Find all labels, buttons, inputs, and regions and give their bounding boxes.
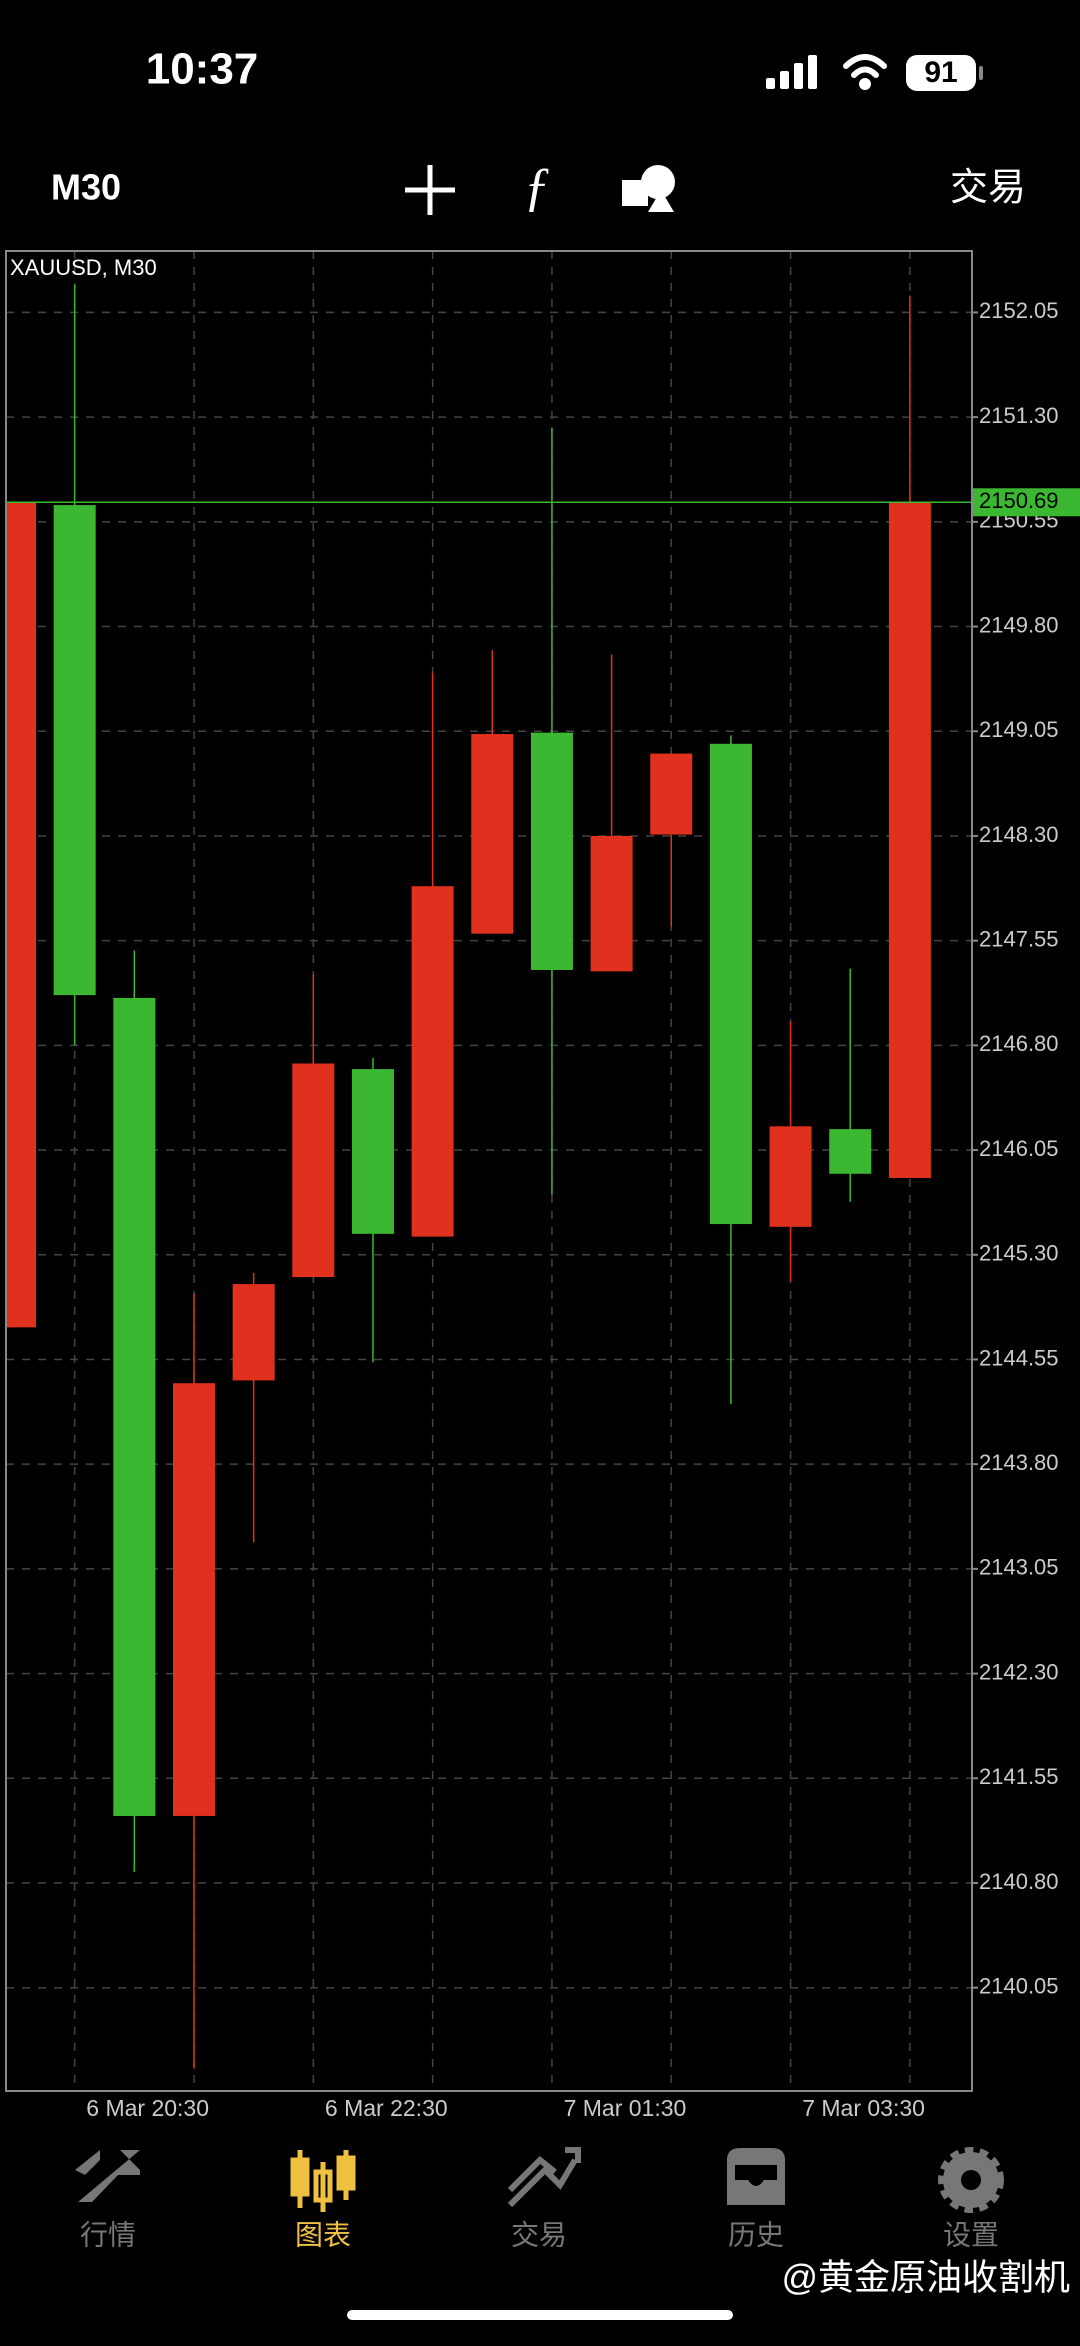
tab-label[interactable]: 行情 bbox=[80, 2219, 136, 2250]
candle-body bbox=[888, 502, 931, 1178]
axes: 2152.052151.302150.552149.802149.052148.… bbox=[6, 298, 1080, 2121]
signal-icon bbox=[766, 55, 817, 89]
y-tick-label: 2151.30 bbox=[979, 403, 1059, 428]
candle-body bbox=[292, 1063, 335, 1278]
trade-button[interactable]: 交易 bbox=[950, 167, 1026, 209]
chart-icon bbox=[290, 2150, 356, 2212]
y-tick-label: 2146.05 bbox=[979, 1136, 1059, 1161]
candle-body bbox=[590, 835, 633, 972]
candle-body bbox=[650, 753, 693, 835]
candles bbox=[6, 284, 931, 2069]
candle-body bbox=[411, 886, 454, 1237]
x-tick-label: 6 Mar 22:30 bbox=[325, 2095, 448, 2121]
y-tick-label: 2141.55 bbox=[979, 1764, 1059, 1789]
y-tick-label: 2149.80 bbox=[979, 612, 1059, 637]
candle-body bbox=[6, 502, 36, 1328]
candle-body bbox=[471, 734, 514, 934]
y-tick-label: 2152.05 bbox=[979, 298, 1059, 323]
candle-body bbox=[829, 1129, 872, 1174]
price-label: 2150.69 bbox=[979, 488, 1059, 513]
y-tick-label: 2144.55 bbox=[979, 1345, 1059, 1370]
battery-tip bbox=[979, 66, 983, 80]
candle-body bbox=[709, 743, 752, 1225]
y-tick-label: 2149.05 bbox=[979, 717, 1059, 742]
y-tick-label: 2140.05 bbox=[979, 1974, 1059, 1999]
battery-level: 91 bbox=[924, 56, 957, 89]
tab-bar: 行情 图表 交易 历史 设置 bbox=[75, 2147, 1004, 2250]
watermark: @黄金原油收割机 bbox=[781, 2257, 1070, 2298]
trade-icon bbox=[507, 2147, 581, 2208]
y-tick-label: 2147.55 bbox=[979, 926, 1059, 951]
y-tick-label: 2146.80 bbox=[979, 1031, 1059, 1056]
candle-body bbox=[530, 732, 573, 970]
tab-label[interactable]: 设置 bbox=[943, 2219, 999, 2250]
y-tick-label: 2143.05 bbox=[979, 1555, 1059, 1580]
tab-label[interactable]: 图表 bbox=[295, 2219, 351, 2250]
candle-body bbox=[172, 1383, 215, 1816]
y-tick-label: 2143.80 bbox=[979, 1450, 1059, 1475]
candle-body bbox=[113, 997, 156, 1816]
candle-body bbox=[769, 1126, 812, 1227]
plot-border bbox=[5, 250, 973, 2092]
chart-title: XAUUSD, M30 bbox=[10, 255, 157, 280]
tab-label[interactable]: 历史 bbox=[728, 2219, 784, 2250]
candle-body bbox=[351, 1069, 394, 1234]
tab-label[interactable]: 交易 bbox=[511, 2219, 567, 2250]
crosshair-button[interactable] bbox=[405, 165, 455, 215]
y-tick-label: 2142.30 bbox=[979, 1659, 1059, 1684]
x-tick-label: 6 Mar 20:30 bbox=[86, 2095, 209, 2121]
y-tick-label: 2140.80 bbox=[979, 1869, 1059, 1894]
x-tick-label: 7 Mar 03:30 bbox=[802, 2095, 925, 2121]
candle-body bbox=[232, 1284, 275, 1381]
indicators-button[interactable]: ƒ bbox=[524, 156, 551, 216]
battery-icon bbox=[906, 55, 976, 91]
wifi-icon bbox=[843, 54, 887, 90]
objects-button[interactable] bbox=[622, 165, 675, 212]
home-indicator bbox=[347, 2310, 733, 2320]
quotes-icon bbox=[75, 2150, 140, 2202]
y-tick-label: 2145.30 bbox=[979, 1241, 1059, 1266]
x-tick-label: 7 Mar 01:30 bbox=[564, 2095, 687, 2121]
y-tick-label: 2148.30 bbox=[979, 822, 1059, 847]
candle-body bbox=[53, 505, 96, 996]
history-icon bbox=[727, 2148, 785, 2205]
timeframe-button[interactable]: M30 bbox=[51, 167, 121, 208]
price-label-bg bbox=[973, 488, 1080, 517]
settings-icon bbox=[938, 2147, 1004, 2213]
clock: 10:37 bbox=[146, 45, 259, 94]
